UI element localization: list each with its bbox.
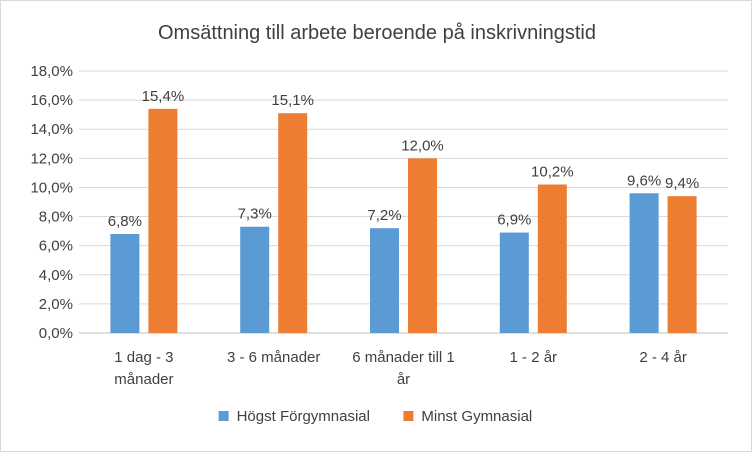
bar-minst-gymnasial xyxy=(278,113,308,333)
y-tick-label: 16,0% xyxy=(30,92,73,109)
y-tick-label: 10,0% xyxy=(30,179,73,196)
bar-hogst-forgymnasial xyxy=(110,234,140,333)
bar-minst-gymnasial xyxy=(667,196,697,333)
data-label: 6,9% xyxy=(497,212,531,229)
y-tick-label: 18,0% xyxy=(30,63,73,80)
data-label: 9,4% xyxy=(665,175,699,192)
y-tick-label: 6,0% xyxy=(39,238,73,255)
gridlines xyxy=(79,70,728,334)
bar-minst-gymnasial xyxy=(537,184,567,333)
y-tick-label: 12,0% xyxy=(30,150,73,167)
x-tick-label: 2 - 4 år xyxy=(639,349,687,366)
data-label: 9,6% xyxy=(627,172,661,189)
legend-label: Minst Gymnasial xyxy=(421,408,532,425)
y-axis: 0,0% 2,0% 4,0% 6,0% 8,0% 10,0% 12,0% 14,0% 16,0%… xyxy=(30,63,73,342)
data-label: 6,8% xyxy=(108,213,142,230)
bar-hogst-forgymnasial xyxy=(499,232,529,333)
bar-hogst-forgymnasial xyxy=(370,228,399,333)
y-tick-label: 2,0% xyxy=(39,296,73,313)
y-tick-label: 8,0% xyxy=(39,209,73,226)
x-tick-label: 3 - 6 månader xyxy=(227,349,320,366)
data-label: 7,2% xyxy=(367,207,401,224)
x-tick-label: 6 månader till 1 år xyxy=(352,349,455,388)
legend-swatch xyxy=(218,411,229,421)
bar-minst-gymnasial xyxy=(408,158,437,333)
y-tick-label: 0,0% xyxy=(39,325,73,342)
bars: 6,8% 15,4% 7,3% 15,1% 7,2% 12,0% 6,9% 10,2% 9,6%… xyxy=(108,88,699,333)
x-tick-label: 1 - 2 år xyxy=(510,349,558,366)
x-axis: 1 dag - 3 månader 3 - 6 månader 6 månader t… xyxy=(114,349,687,388)
y-tick-label: 4,0% xyxy=(39,267,73,284)
data-label: 15,4% xyxy=(142,88,185,105)
legend: Högst Förgymnasial Minst Gymnasial xyxy=(218,408,532,425)
bar-minst-gymnasial xyxy=(148,108,178,333)
bar-hogst-forgymnasial xyxy=(629,193,659,333)
chart-title: Omsättning till arbete beroende på inskr… xyxy=(158,22,596,44)
x-tick-label: 1 dag - 3 månader xyxy=(114,349,173,388)
data-label: 10,2% xyxy=(531,164,574,181)
data-label: 7,3% xyxy=(238,206,272,223)
bar-hogst-forgymnasial xyxy=(240,226,270,333)
y-tick-label: 14,0% xyxy=(30,121,73,138)
legend-label: Högst Förgymnasial xyxy=(237,408,370,425)
legend-swatch xyxy=(403,411,414,421)
data-label: 15,1% xyxy=(271,92,314,109)
data-label: 12,0% xyxy=(401,137,444,154)
